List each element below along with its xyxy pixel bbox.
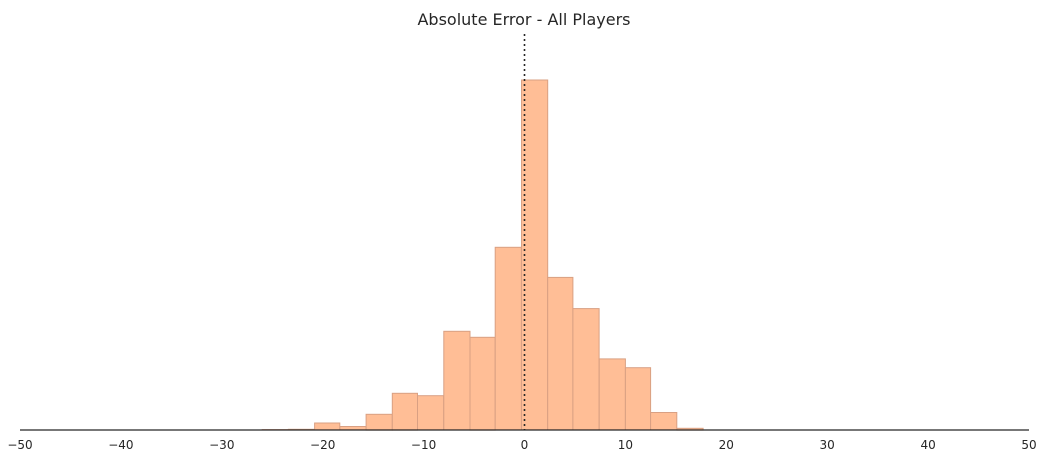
histogram-bar-12: [572, 308, 600, 431]
x-tick-label: 40: [920, 438, 935, 452]
histogram-bar-4: [365, 413, 393, 431]
x-tick-label: −10: [411, 438, 436, 452]
histogram-bar-15: [650, 412, 678, 431]
chart-title: Absolute Error - All Players: [417, 10, 630, 29]
histogram-bar-9: [494, 246, 522, 431]
x-tick-label: 50: [1021, 438, 1036, 452]
x-tick-label: 10: [618, 438, 633, 452]
histogram-bar-11: [547, 276, 574, 431]
histogram-bar-5: [391, 392, 418, 431]
x-tick-label: 30: [820, 438, 835, 452]
histogram-bar-8: [469, 336, 496, 431]
x-axis-ticks: −50 −40 −30 −20 −10 0 10 20 30 40 50: [7, 438, 1036, 452]
histogram-bar-2: [314, 422, 341, 431]
x-tick-label: −50: [7, 438, 32, 452]
histogram-bar-10: [521, 79, 549, 431]
x-tick-label: 0: [521, 438, 529, 452]
histogram-bar-14: [624, 367, 652, 431]
x-tick-label: 20: [719, 438, 734, 452]
x-tick-label: −40: [108, 438, 133, 452]
histogram-bars: [261, 79, 704, 431]
histogram-bar-6: [417, 395, 445, 431]
x-tick-label: −30: [209, 438, 234, 452]
histogram-bar-13: [598, 358, 626, 431]
x-tick-label: −20: [310, 438, 335, 452]
histogram-bar-7: [443, 330, 471, 431]
